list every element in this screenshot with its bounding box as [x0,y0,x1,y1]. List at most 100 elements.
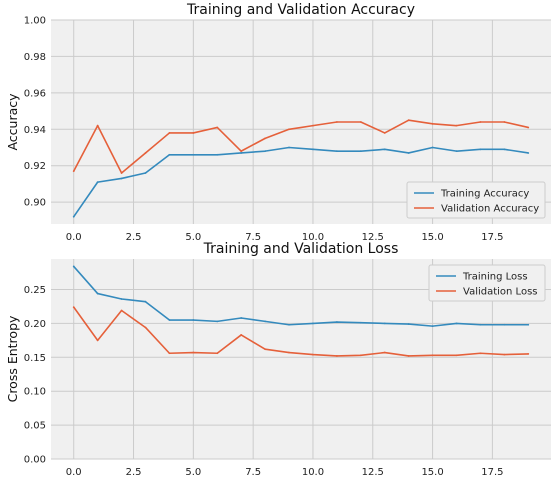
y-axis-label: Cross Entropy [5,315,20,402]
data-point [216,320,219,323]
y-tick-label: 1.00 [24,16,46,27]
data-point [431,146,434,149]
data-point [120,172,123,174]
data-point [383,351,386,354]
x-tick-label: 15.0 [421,232,443,243]
chart-title: Training and Validation Accuracy [186,2,415,18]
data-point [96,292,99,295]
data-point [359,321,362,324]
chart-title: Training and Validation Loss [203,241,399,257]
y-tick-label: 0.90 [24,198,46,209]
data-point [479,148,482,151]
data-point [407,152,410,154]
data-point [144,326,147,329]
y-axis-label: Accuracy [5,93,20,151]
data-point [455,150,458,153]
data-point [455,322,458,325]
data-point [168,132,171,134]
data-point [72,306,75,309]
data-point [264,137,267,140]
data-point [240,152,243,154]
data-point [288,351,290,354]
data-point [503,323,506,326]
data-point [335,355,338,357]
data-point [168,319,171,321]
data-point [407,323,410,325]
data-point [431,354,434,357]
legend-box [406,181,546,219]
x-tick-label: 0.0 [66,232,82,243]
x-tick-label: 2.5 [126,232,142,243]
y-tick-label: 0.05 [24,421,46,432]
data-point [431,122,434,125]
x-tick-label: 5.0 [185,232,201,243]
data-point [527,152,530,154]
data-point [120,177,123,180]
data-point [383,132,386,134]
data-point [288,128,290,131]
data-point [72,215,75,218]
x-tick-label: 17.5 [481,467,503,478]
data-point [120,298,123,300]
data-point [312,124,314,127]
data-point [359,354,362,357]
x-tick-label: 5.0 [185,467,201,478]
loss-chart: 0.00 0.05 0.10 0.15 0.20 0.25 0.0 2.5 5.0 7.5 10.0… [5,241,551,478]
data-point [455,124,458,127]
data-point [335,121,338,123]
legend: Training Loss Validation Loss [428,264,546,302]
y-tick-label: 0.10 [24,387,46,398]
data-point [359,121,362,123]
y-tick-label: 0.92 [24,161,46,172]
data-point [192,351,195,354]
data-point [479,323,482,326]
data-point [312,148,314,151]
data-point [503,353,506,356]
legend-entry: Training Loss [462,272,528,283]
data-point [527,353,530,355]
data-point [312,322,314,325]
data-point [144,300,147,303]
data-point [383,148,386,151]
data-point [216,352,219,355]
data-point [383,322,386,325]
legend-entry: Validation Accuracy [441,204,539,215]
x-tick-label: 7.5 [245,232,261,243]
data-point [312,353,314,356]
x-tick-label: 12.5 [362,232,384,243]
data-point [192,153,195,156]
y-tick-label: 0.00 [24,455,46,466]
data-point [240,317,243,319]
data-point [359,150,362,153]
data-point [168,153,171,156]
legend: Training Accuracy Validation Accuracy [406,181,546,219]
data-point [168,352,171,355]
y-tick-label: 0.96 [24,88,46,99]
data-point [288,146,290,149]
data-point [192,319,195,321]
data-point [120,309,123,312]
data-point [264,348,267,351]
data-point [264,150,267,153]
data-point [503,121,506,123]
data-point [144,172,147,174]
series-line-validation [73,306,529,357]
data-point [96,339,99,342]
data-point [240,334,243,336]
data-point [527,323,530,326]
data-point [288,323,290,326]
x-tick-label: 17.5 [481,232,503,243]
data-point [216,153,219,156]
data-point [240,150,243,153]
data-point [479,352,482,355]
x-tick-label: 15.0 [421,467,443,478]
y-tick-label: 0.15 [24,353,46,364]
y-tick-label: 0.98 [24,52,46,63]
series-line-training [73,146,529,218]
accuracy-chart: 0.90 0.92 0.94 0.96 0.98 1.00 0.0 2.5 5.0 7.5 10.0… [5,2,551,243]
series-line-validation [73,119,529,174]
data-point [527,126,530,129]
data-point [72,170,75,173]
data-point [144,152,147,154]
